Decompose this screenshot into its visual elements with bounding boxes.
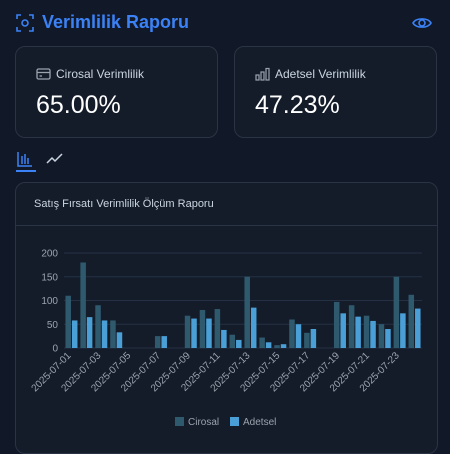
bar-chart-icon — [255, 67, 270, 81]
line-chart-toggle-button[interactable] — [46, 150, 66, 170]
bar-adetsel[interactable] — [101, 320, 108, 348]
bar-adetsel[interactable] — [355, 316, 361, 348]
bar-adetsel[interactable] — [250, 307, 257, 348]
bar-adetsel[interactable] — [265, 342, 272, 348]
card-label: Adetsel Verimlilik — [275, 67, 366, 81]
bar-adetsel[interactable] — [310, 329, 317, 348]
bar-cirosal[interactable] — [184, 315, 191, 348]
bar-cirosal[interactable] — [65, 295, 71, 348]
bar-adetsel[interactable] — [236, 339, 242, 348]
y-tick-label: 50 — [47, 320, 59, 331]
chart-card: Satış Fırsatı Verimlilik Ölçüm Raporu 0 5… — [15, 182, 438, 454]
bar-adetsel[interactable] — [71, 320, 78, 348]
card-adetsel: Adetsel Verimlilik 47.23% — [234, 46, 437, 138]
y-tick-label: 200 — [41, 249, 58, 260]
bar-cirosal[interactable] — [274, 345, 280, 348]
eye-icon[interactable] — [412, 14, 432, 32]
y-tick-label: 0 — [52, 344, 58, 355]
bar-cirosal[interactable] — [244, 276, 250, 348]
bar-adetsel[interactable] — [161, 336, 167, 348]
card-cirosal: Cirosal Verimlilik 65.00% — [15, 46, 218, 138]
card-value: 65.00% — [36, 91, 121, 119]
bar-cirosal[interactable] — [333, 301, 340, 348]
bar-adetsel[interactable] — [206, 318, 212, 348]
line-chart-icon — [46, 153, 63, 164]
bar-cirosal[interactable] — [348, 305, 355, 348]
legend-label-adetsel[interactable]: Adetsel — [243, 417, 276, 428]
bar-cirosal[interactable] — [229, 334, 236, 348]
bar-cirosal[interactable] — [408, 294, 415, 348]
bar-adetsel[interactable] — [370, 320, 376, 348]
card-label: Cirosal Verimlilik — [56, 67, 145, 81]
bar-cirosal[interactable] — [95, 305, 101, 348]
chart-type-toggle — [16, 150, 76, 172]
bar-adetsel[interactable] — [340, 313, 346, 348]
bar-adetsel[interactable] — [415, 308, 421, 348]
bar-cirosal[interactable] — [214, 309, 221, 348]
bar-adetsel[interactable] — [86, 317, 93, 348]
bar-adetsel[interactable] — [295, 324, 302, 348]
bar-cirosal[interactable] — [259, 337, 265, 348]
bar-adetsel[interactable] — [280, 344, 287, 348]
bar-cirosal[interactable] — [154, 336, 161, 348]
bar-adetsel[interactable] — [191, 318, 197, 348]
bar-cirosal[interactable] — [363, 315, 370, 348]
bar-adetsel[interactable] — [400, 313, 406, 348]
bar-cirosal[interactable] — [393, 276, 400, 348]
bar-adetsel[interactable] — [221, 329, 227, 348]
y-tick-label: 150 — [41, 272, 58, 283]
bar-adetsel[interactable] — [116, 332, 123, 348]
bar-cirosal[interactable] — [199, 310, 206, 348]
bar-cirosal[interactable] — [304, 332, 310, 348]
chart-title: Satış Fırsatı Verimlilik Ölçüm Raporu — [34, 198, 214, 210]
legend-swatch-adetsel — [230, 417, 239, 426]
bar-cirosal[interactable] — [378, 324, 385, 348]
card-value: 47.23% — [255, 91, 340, 119]
bar-cirosal[interactable] — [289, 319, 295, 349]
page-title: Verimlilik Raporu — [42, 12, 190, 32]
bar-chart-icon — [17, 152, 32, 167]
wallet-icon — [36, 68, 51, 80]
legend-label-cirosal[interactable]: Cirosal — [188, 417, 219, 428]
divider — [16, 225, 437, 226]
scan-icon — [16, 14, 34, 32]
y-tick-label: 100 — [41, 296, 58, 307]
bar-cirosal[interactable] — [110, 320, 116, 348]
bar-chart-toggle-button[interactable] — [16, 150, 36, 172]
bar-adetsel[interactable] — [385, 329, 391, 348]
page-header: Verimlilik Raporu — [16, 10, 436, 36]
legend-swatch-cirosal — [175, 417, 184, 426]
bar-cirosal[interactable] — [80, 262, 86, 349]
